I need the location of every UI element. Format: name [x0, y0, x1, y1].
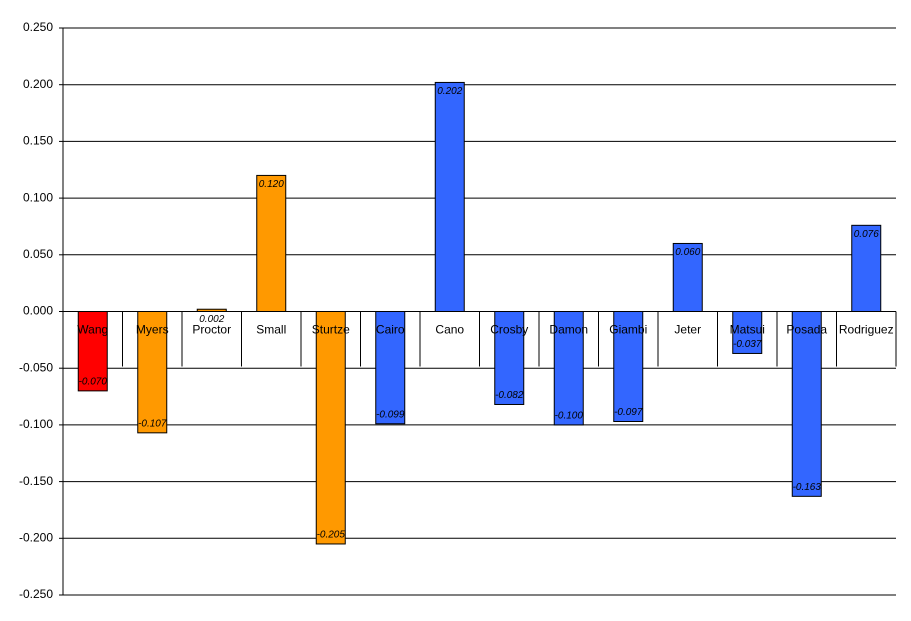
value-label: -0.097: [614, 407, 643, 418]
value-label: -0.070: [79, 377, 108, 388]
x-tick-label: Damon: [549, 323, 588, 337]
bar: [375, 311, 406, 425]
bar: [77, 311, 108, 392]
bar: [137, 311, 168, 434]
x-tick-label: Crosby: [490, 323, 528, 337]
y-tick-label: 0.100: [23, 190, 53, 204]
bar: [196, 308, 227, 312]
bar: [315, 311, 346, 545]
value-label: 0.060: [675, 247, 700, 258]
bar: [494, 311, 525, 405]
y-tick-label: 0.250: [23, 20, 53, 34]
value-label: 0.120: [259, 179, 284, 190]
bar: [732, 311, 763, 354]
x-tick-label: Matsui: [730, 323, 765, 337]
y-tick-label: -0.200: [19, 530, 53, 544]
value-label: 0.202: [437, 86, 462, 97]
value-label: -0.205: [317, 530, 346, 541]
y-tick-label: -0.150: [19, 474, 53, 488]
value-label: -0.107: [138, 418, 167, 429]
bar: [256, 174, 287, 312]
x-tick-label: Myers: [136, 323, 169, 337]
bar: [434, 81, 465, 312]
value-label: -0.100: [555, 411, 584, 422]
value-label: -0.082: [495, 390, 524, 401]
value-label: 0.076: [854, 229, 879, 240]
value-label: -0.099: [376, 409, 405, 420]
y-tick-label: -0.250: [19, 587, 53, 601]
x-tick-label: Proctor: [192, 323, 231, 337]
x-tick-label: Cairo: [376, 323, 405, 337]
value-label: 0.002: [199, 314, 224, 325]
y-tick-label: 0.200: [23, 77, 53, 91]
x-tick-label: Wang: [77, 323, 108, 337]
bar: [851, 224, 882, 312]
y-tick-label: 0.150: [23, 134, 53, 148]
bar: [791, 311, 822, 497]
value-label: -0.037: [733, 339, 762, 350]
bar: [672, 242, 703, 313]
bar: [553, 311, 584, 426]
y-tick-label: -0.050: [19, 360, 53, 374]
x-tick-label: Rodriguez: [839, 323, 894, 337]
x-tick-label: Cano: [435, 323, 464, 337]
y-tick-label: 0.000: [23, 304, 53, 318]
x-tick-label: Small: [256, 323, 286, 337]
x-tick-label: Posada: [786, 323, 827, 337]
x-tick-label: Giambi: [609, 323, 647, 337]
bar: [613, 311, 644, 422]
x-tick-label: Jeter: [674, 323, 701, 337]
y-tick-label: -0.100: [19, 417, 53, 431]
y-tick-label: 0.050: [23, 247, 53, 261]
value-label: -0.163: [793, 482, 822, 493]
x-tick-label: Sturtze: [312, 323, 350, 337]
